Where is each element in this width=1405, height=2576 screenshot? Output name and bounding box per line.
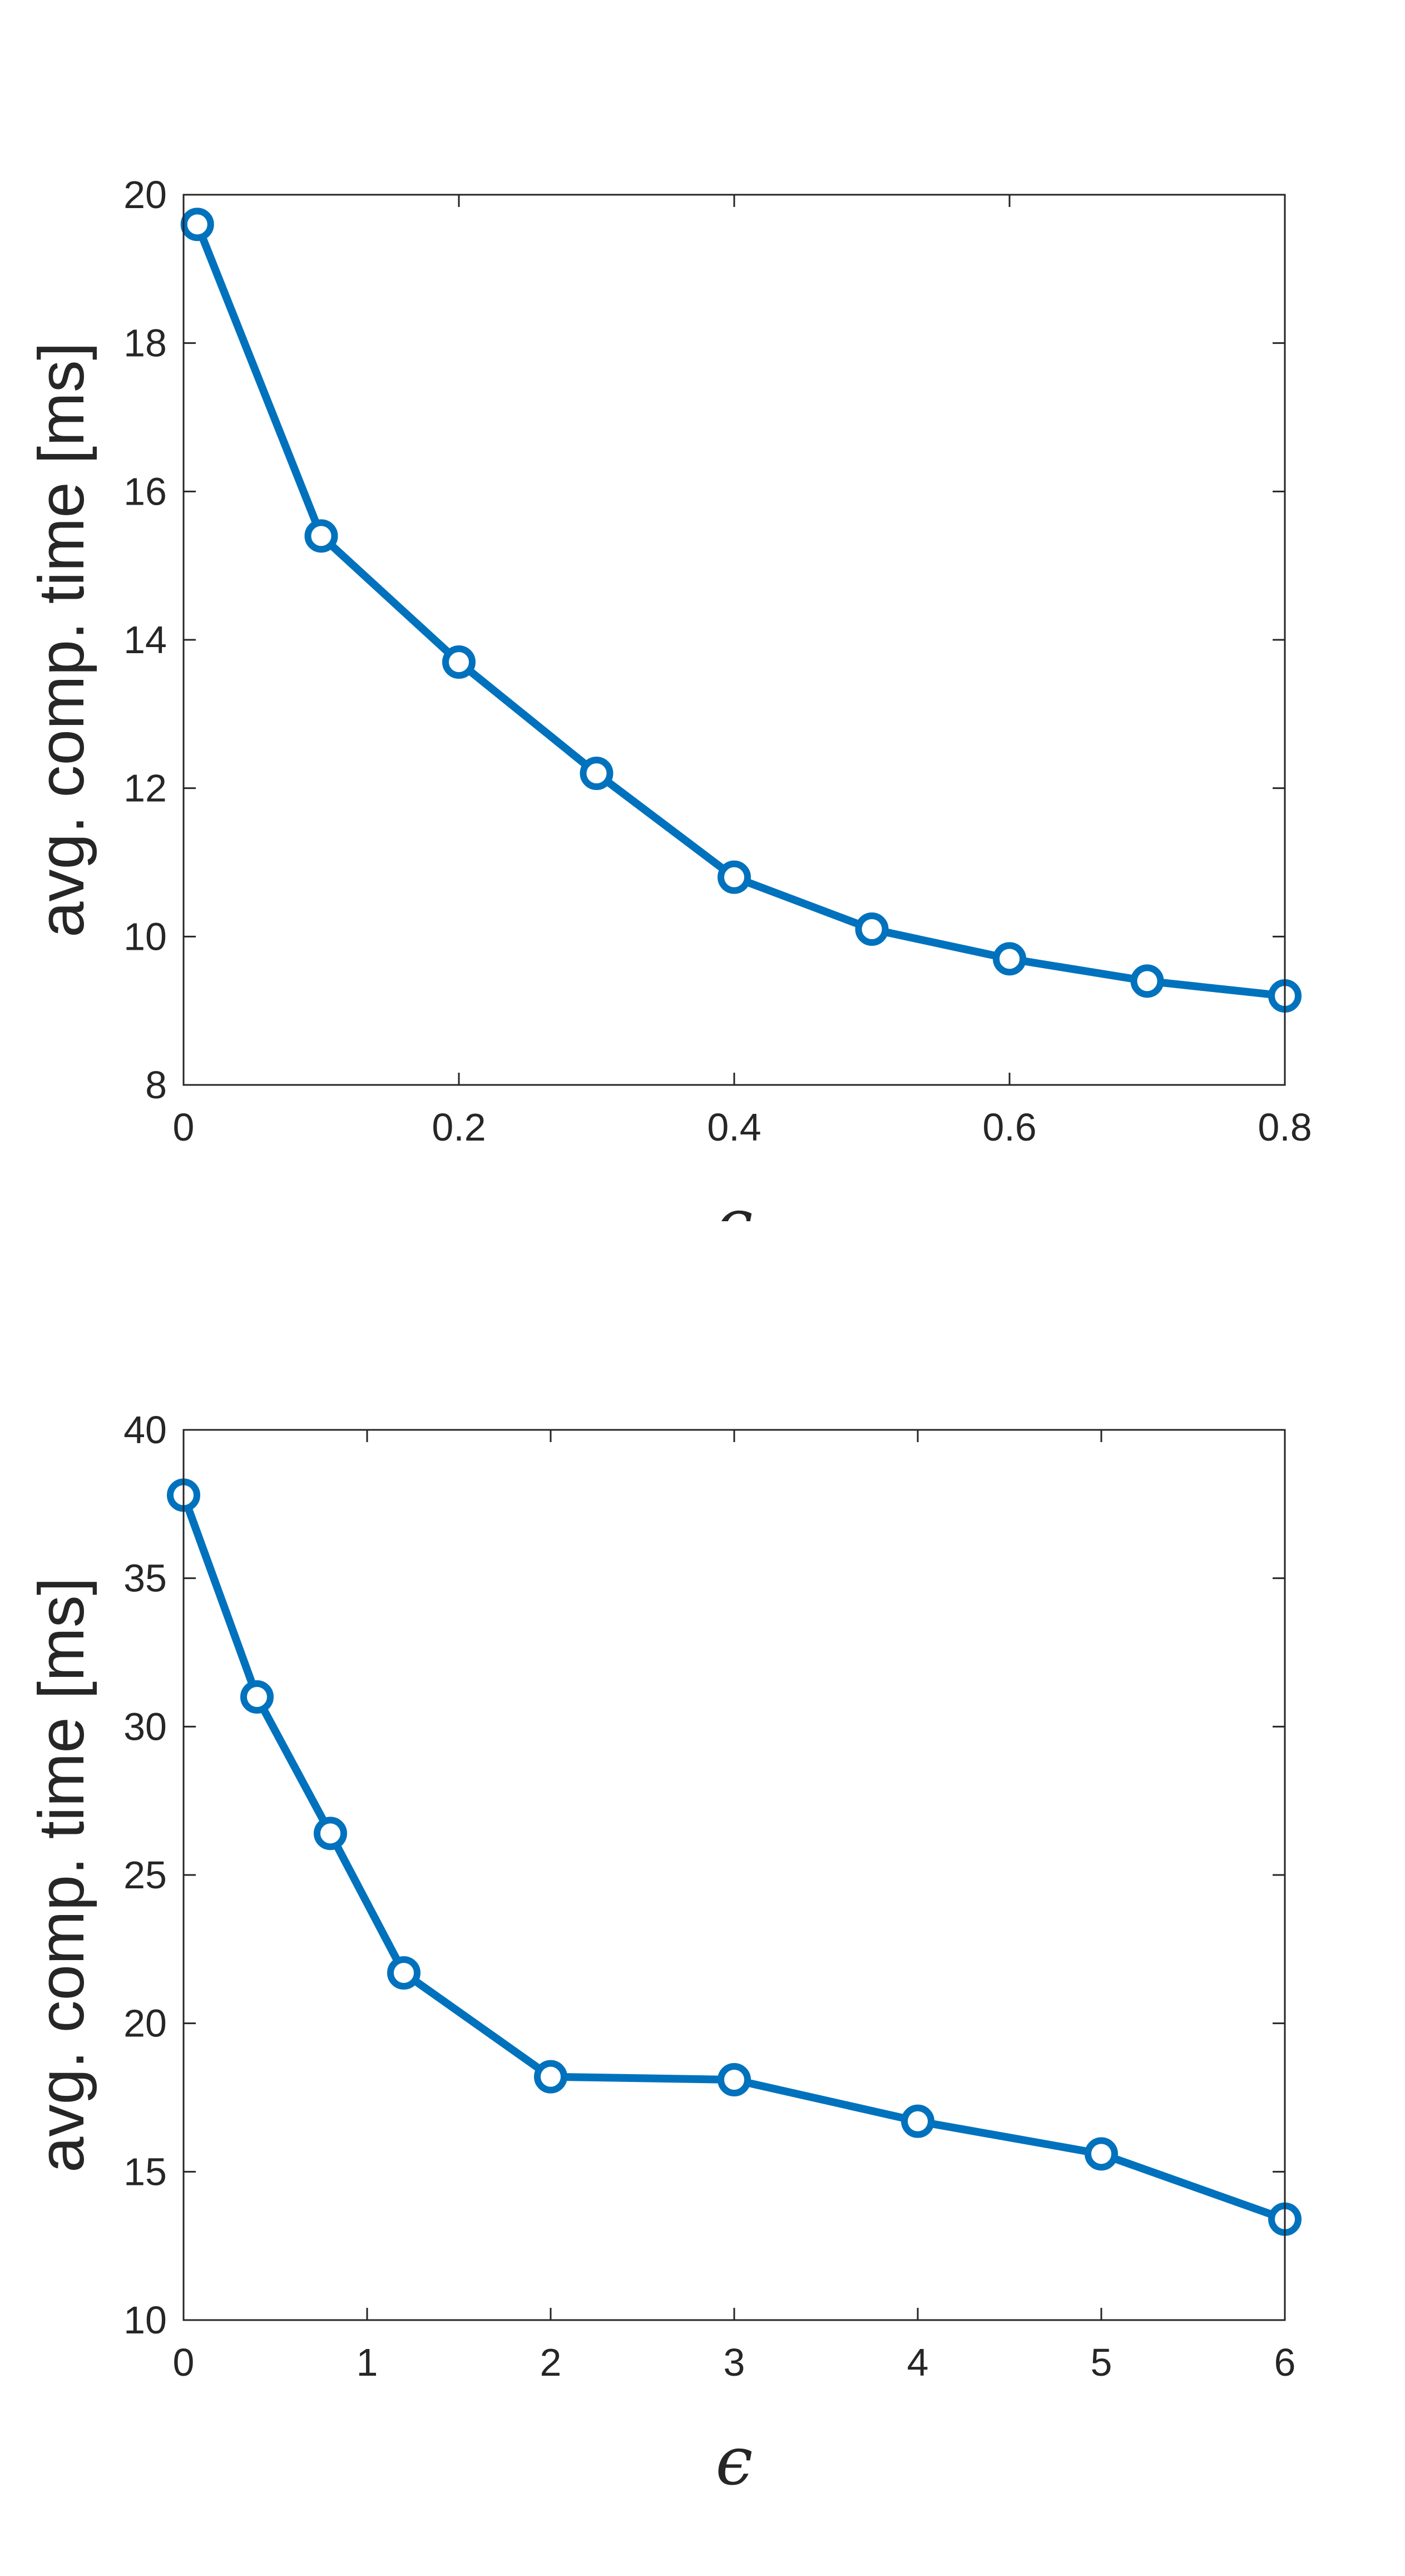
y-tick-label: 30 bbox=[123, 1705, 167, 1748]
data-point bbox=[1085, 2137, 1118, 2171]
x-axis-label: ϵ bbox=[715, 2423, 753, 2500]
y-tick-label: 20 bbox=[123, 2002, 167, 2045]
x-tick-label: 3 bbox=[724, 2341, 745, 2384]
data-point bbox=[580, 757, 614, 790]
x-tick-label: 6 bbox=[1274, 2341, 1296, 2384]
data-point bbox=[180, 208, 214, 241]
axis-ticks: 0 1 2 3 4 5 6 10 15 20 25 30 35 40 bbox=[123, 1408, 1295, 2384]
y-tick-label: 15 bbox=[123, 2150, 167, 2193]
axis-ticks: 0 0.2 0.4 0.6 0.8 8 10 12 14 16 18 20 bbox=[123, 173, 1312, 1149]
data-point bbox=[993, 942, 1026, 976]
x-tick-label: 0.8 bbox=[1258, 1106, 1312, 1149]
y-tick-label: 14 bbox=[123, 618, 167, 662]
x-tick-label: 0 bbox=[173, 1106, 195, 1149]
x-tick-label: 5 bbox=[1091, 2341, 1112, 2384]
x-tick-label: 2 bbox=[540, 2341, 562, 2384]
data-point bbox=[718, 860, 751, 894]
x-axis-label: ϵ bbox=[715, 1185, 753, 1221]
series-line bbox=[180, 1493, 1287, 2223]
data-point bbox=[901, 2104, 934, 2138]
y-tick-label: 10 bbox=[123, 2298, 167, 2342]
x-tick-label: 1 bbox=[357, 2341, 378, 2384]
chart-top: 0 0.2 0.4 0.6 0.8 8 10 12 14 16 18 20 ϵ avg. comp. … bbox=[25, 173, 1312, 1221]
data-point bbox=[718, 2063, 751, 2096]
y-tick-label: 20 bbox=[123, 173, 167, 216]
y-tick-label: 25 bbox=[123, 1853, 167, 1897]
y-axis-label: avg. comp. time [ms] bbox=[25, 342, 97, 937]
data-point bbox=[240, 1680, 274, 1714]
data-point bbox=[855, 912, 889, 946]
y-tick-label: 10 bbox=[123, 915, 167, 958]
x-tick-label: 0.6 bbox=[982, 1106, 1036, 1149]
y-tick-label: 8 bbox=[145, 1063, 167, 1107]
x-tick-label: 0 bbox=[173, 2341, 195, 2384]
chart-bottom: 0 1 2 3 4 5 6 10 15 20 25 30 35 40 ϵ avg. comp. time … bbox=[25, 1408, 1302, 2500]
y-tick-label: 12 bbox=[123, 767, 167, 810]
axes-box bbox=[182, 194, 1286, 1086]
y-tick-label: 40 bbox=[123, 1408, 167, 1452]
x-tick-label: 0.2 bbox=[432, 1106, 486, 1149]
y-tick-label: 35 bbox=[123, 1557, 167, 1600]
y-axis-label: avg. comp. time [ms] bbox=[25, 1577, 97, 2173]
y-tick-label: 18 bbox=[123, 322, 167, 365]
data-point bbox=[534, 2060, 567, 2094]
y-tick-label: 16 bbox=[123, 470, 167, 513]
plot-area bbox=[167, 1478, 1302, 2236]
data-point bbox=[442, 645, 476, 679]
data-point bbox=[314, 1817, 347, 1850]
data-point bbox=[1130, 964, 1164, 998]
data-point bbox=[304, 519, 338, 553]
data-point bbox=[387, 1956, 420, 1990]
x-tick-label: 0.4 bbox=[707, 1106, 761, 1149]
plot-area bbox=[180, 208, 1302, 1013]
x-tick-label: 4 bbox=[907, 2341, 929, 2384]
